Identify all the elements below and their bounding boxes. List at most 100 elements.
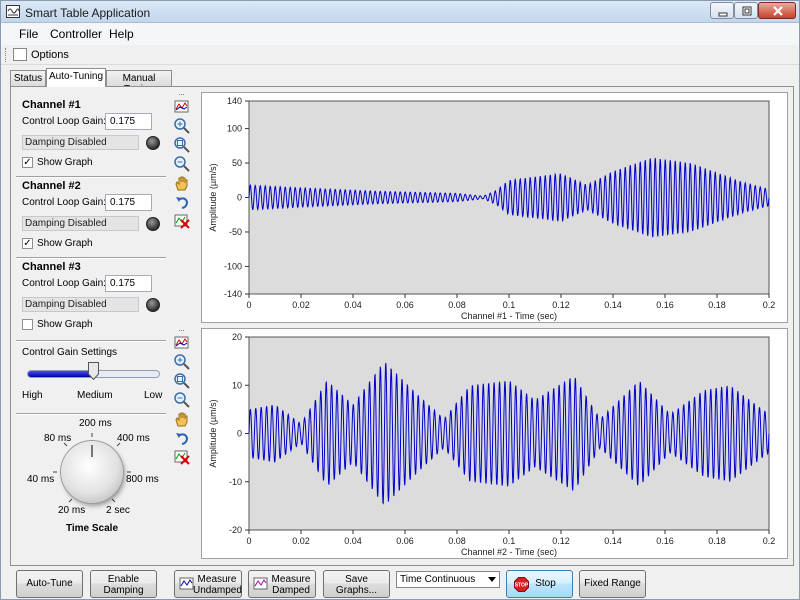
x-tick-label: 0 <box>246 536 251 546</box>
channel-2-graph[interactable]: 0 0.02 0.04 0.06 0.08 0.1 0.12 0.14 0.16 0.18 0.2 2… <box>201 328 788 559</box>
channel-1-graph[interactable]: 0 0.02 0.04 0.06 0.08 0.1 0.12 0.14 0.16 0.18 0.2 1… <box>201 92 788 323</box>
signal-line-series <box>248 362 770 505</box>
svg-text:STOP: STOP <box>515 583 529 589</box>
measure-undamped-line-2: Undamped <box>193 585 242 596</box>
x-tick-label: 0.2 <box>763 536 776 546</box>
y-tick-label: 0 <box>237 193 242 203</box>
channel-1-damping-status: Damping Disabled <box>22 135 139 150</box>
fixed-range-button[interactable]: Fixed Range <box>579 570 646 598</box>
undo-icon[interactable] <box>173 193 191 211</box>
show-graph-label[interactable]: Show Graph <box>37 157 93 168</box>
gain-settings-title: Control Gain Settings <box>22 347 118 358</box>
close-button[interactable] <box>758 2 796 19</box>
damping-led-icon <box>146 136 160 150</box>
channel-2-show-graph-checkbox[interactable]: ✓ <box>22 238 33 249</box>
y-axis-label: Amplitude (µm/s) <box>208 399 218 467</box>
clear-chart-icon[interactable] <box>173 212 191 230</box>
time-scale-label: 400 ms <box>117 433 150 444</box>
stop-icon: STOP <box>514 577 529 592</box>
enable-damping-button[interactable]: Enable Damping <box>90 570 157 598</box>
gain-slider-thumb[interactable] <box>87 362 99 380</box>
enable-damping-line-2: Damping <box>103 585 144 596</box>
gain-label: Control Loop Gain: <box>22 116 106 127</box>
time-scale-title: Time Scale <box>65 523 119 534</box>
measure-chart-icon <box>253 577 268 590</box>
x-tick-label: 0.18 <box>708 300 726 310</box>
menu-controller[interactable]: Controller <box>50 27 103 41</box>
y-axis-label: Amplitude (µm/s) <box>208 163 218 231</box>
knob-pointer <box>91 445 93 457</box>
channel-1-plot-svg: 0 0.02 0.04 0.06 0.08 0.1 0.12 0.14 0.16 0.18 0.2 1… <box>208 96 775 321</box>
x-tick-label: 0.16 <box>656 536 674 546</box>
channel-1-gain-input[interactable]: 0.175 <box>105 113 152 130</box>
auto-tune-button[interactable]: Auto-Tune <box>16 570 83 598</box>
x-tick-label: 0.04 <box>344 536 362 546</box>
zoom-in-icon[interactable] <box>173 117 191 135</box>
channel-3-group: Channel #3 Control Loop Gain: 0.175 Damp… <box>17 254 167 334</box>
menu-help[interactable]: Help <box>109 27 134 41</box>
signal-line-series <box>248 157 770 238</box>
chart-icon[interactable] <box>173 334 191 352</box>
save-graphs-button[interactable]: Save Graphs... <box>323 570 390 598</box>
zoom-out-icon[interactable] <box>173 391 191 409</box>
show-graph-label[interactable]: Show Graph <box>37 238 93 249</box>
fixed-range-label: Fixed Range <box>584 578 641 589</box>
options-icon[interactable] <box>13 48 27 61</box>
options-label[interactable]: Options <box>31 49 69 61</box>
measure-chart-icon <box>179 577 194 590</box>
x-tick-label: 0.12 <box>552 536 570 546</box>
damping-led-icon <box>146 298 160 312</box>
time-scale-label: 200 ms <box>79 418 112 429</box>
channel-2-damping-status: Damping Disabled <box>22 216 139 231</box>
gain-label: Control Loop Gain: <box>22 278 106 289</box>
channel-3-gain-input[interactable]: 0.175 <box>105 275 152 292</box>
app-icon <box>6 5 20 18</box>
time-mode-select[interactable]: Time Continuous <box>396 571 500 588</box>
zoom-in-icon[interactable] <box>173 353 191 371</box>
chevron-down-icon <box>488 577 496 582</box>
minimize-icon <box>718 12 728 17</box>
gain-slider-fill <box>28 371 94 377</box>
channel-3-show-graph-checkbox[interactable] <box>22 319 33 330</box>
tab-status[interactable]: Status <box>10 70 46 86</box>
minimize-button[interactable] <box>710 2 734 19</box>
x-tick-label: 0 <box>246 300 251 310</box>
x-tick-label: 0.1 <box>503 536 516 546</box>
y-tick-label: 50 <box>232 158 242 168</box>
gain-label: Control Loop Gain: <box>22 197 106 208</box>
pan-hand-icon[interactable] <box>173 410 191 428</box>
measure-undamped-button[interactable]: Measure Undamped <box>174 570 242 598</box>
zoom-fit-icon[interactable] <box>173 136 191 154</box>
action-button-bar: Auto-Tune Enable Damping Measure Undampe… <box>1 567 799 600</box>
pan-hand-icon[interactable] <box>173 174 191 192</box>
time-scale-label: 800 ms <box>126 474 159 485</box>
y-tick-label: 100 <box>227 124 242 134</box>
tab-auto-tuning[interactable]: Auto-Tuning <box>46 68 106 87</box>
restore-button[interactable] <box>734 2 758 19</box>
damping-led-icon <box>146 217 160 231</box>
zoom-fit-icon[interactable] <box>173 372 191 390</box>
divider <box>16 413 166 415</box>
show-graph-label[interactable]: Show Graph <box>37 319 93 330</box>
divider <box>16 257 166 259</box>
zoom-out-icon[interactable] <box>173 155 191 173</box>
save-graphs-line-1: Save <box>345 574 368 585</box>
measure-damped-button[interactable]: Measure Damped <box>248 570 316 598</box>
x-tick-label: 0.1 <box>503 300 516 310</box>
channel-1-show-graph-checkbox[interactable]: ✓ <box>22 157 33 168</box>
channel-2-gain-input[interactable]: 0.175 <box>105 194 152 211</box>
undo-icon[interactable] <box>173 429 191 447</box>
tab-manual-tuning[interactable]: Manual Tuning <box>106 70 172 95</box>
channel-title: Channel #1 <box>22 99 81 111</box>
close-icon <box>773 6 783 16</box>
divider <box>16 340 166 342</box>
x-tick-label: 0.14 <box>604 536 622 546</box>
stop-button[interactable]: STOP Stop <box>506 570 573 598</box>
time-scale-knob[interactable] <box>61 441 123 503</box>
chart-icon[interactable] <box>173 98 191 116</box>
menu-file[interactable]: File <box>19 27 39 41</box>
toolbar-grip <box>5 48 8 62</box>
x-tick-label: 0.02 <box>292 300 310 310</box>
clear-chart-icon[interactable] <box>173 448 191 466</box>
